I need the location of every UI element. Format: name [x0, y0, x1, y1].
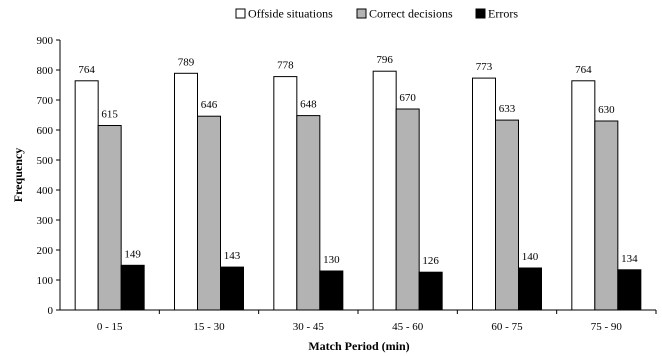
y-tick-label: 900 — [37, 35, 54, 47]
x-tick-label: 75 - 90 — [591, 321, 623, 333]
data-label: 646 — [201, 99, 218, 111]
legend-swatch — [356, 8, 367, 19]
data-label: 630 — [598, 104, 615, 116]
bar — [97, 125, 122, 311]
data-label: 773 — [476, 61, 493, 73]
y-tick-label: 800 — [37, 65, 54, 77]
data-label: 140 — [522, 251, 539, 263]
bar — [495, 119, 519, 311]
x-tick-label: 60 - 75 — [491, 321, 523, 333]
data-label: 648 — [300, 99, 317, 111]
y-axis-title: Frequency — [11, 148, 25, 202]
y-tick-label: 500 — [37, 155, 54, 167]
x-tick-label: 15 - 30 — [193, 321, 225, 333]
data-label: 670 — [399, 92, 416, 104]
bar — [74, 80, 99, 311]
bar — [174, 72, 198, 311]
data-label: 778 — [277, 60, 294, 72]
y-tick-label: 300 — [37, 215, 54, 227]
bar — [594, 120, 619, 311]
bar — [220, 266, 244, 311]
bar — [296, 115, 321, 311]
y-tick-label: 400 — [37, 185, 54, 197]
x-tick-label: 0 - 15 — [97, 321, 123, 333]
legend-label: Correct decisions — [369, 7, 453, 21]
plot-area: 0 100 200 300 400 500 600 700 800 900 764 615 149 0 -… — [37, 35, 657, 333]
bar — [319, 270, 344, 311]
bar — [120, 264, 145, 311]
x-axis-title: Match Period (min) — [308, 339, 409, 353]
bar — [472, 77, 496, 311]
data-label: 796 — [376, 54, 393, 66]
data-label: 789 — [178, 56, 195, 68]
y-tick-label: 600 — [37, 125, 54, 137]
legend-swatch — [475, 8, 486, 19]
data-label: 764 — [575, 64, 592, 76]
data-label: 149 — [124, 248, 141, 260]
data-label: 130 — [323, 254, 340, 266]
legend-swatch — [235, 8, 246, 19]
bar — [395, 108, 420, 311]
y-tick-label: 200 — [37, 245, 54, 257]
data-label: 126 — [422, 255, 439, 267]
data-label: 633 — [499, 103, 516, 115]
y-tick-label: 0 — [48, 305, 54, 317]
x-tick-label: 30 - 45 — [293, 321, 325, 333]
bar — [571, 80, 596, 311]
bar — [617, 269, 642, 311]
y-tick-label: 700 — [37, 95, 54, 107]
bar — [418, 271, 443, 311]
bar — [273, 76, 298, 311]
x-tick-label: 45 - 60 — [392, 321, 424, 333]
bar — [518, 267, 542, 311]
bar — [372, 70, 397, 311]
legend-label: Errors — [488, 7, 518, 21]
data-label: 764 — [78, 64, 95, 76]
legend: Offside situations Correct decisions Error… — [235, 7, 518, 21]
y-tick-label: 100 — [37, 275, 54, 287]
legend-label: Offside situations — [248, 7, 333, 21]
data-label: 134 — [621, 253, 638, 265]
data-label: 615 — [101, 109, 118, 121]
data-label: 143 — [224, 250, 241, 262]
bar — [197, 115, 221, 311]
